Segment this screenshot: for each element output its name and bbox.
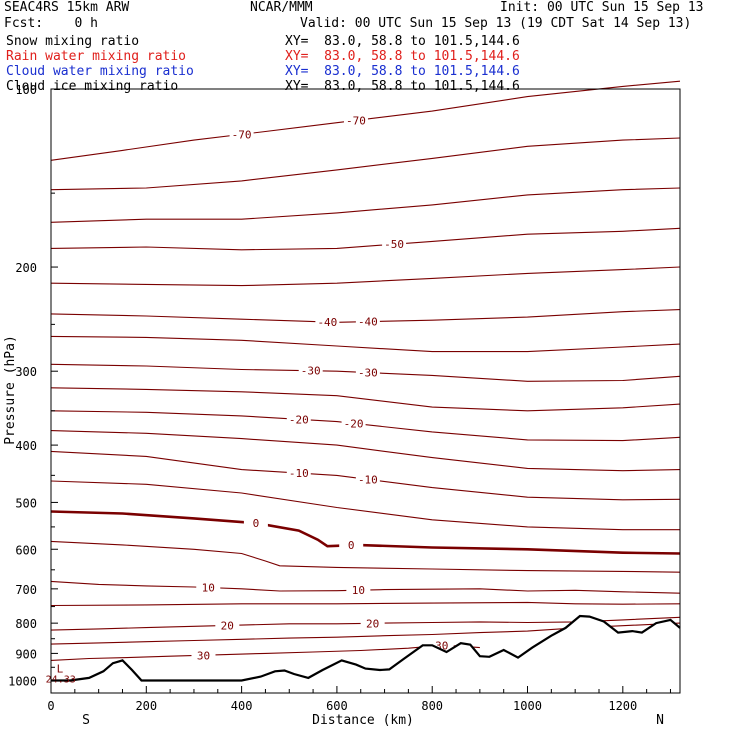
isotherm-minus-55	[50, 187, 681, 223]
contour-label-bg	[355, 473, 380, 486]
isotherm-minus-5	[50, 480, 680, 531]
contour-label: 10	[202, 582, 215, 595]
init-label: Init: 00 UTC Sun 15 Sep 13	[500, 0, 704, 15]
contour-label: 20	[221, 619, 234, 632]
y-tick-label: 200	[15, 261, 37, 275]
isotherm-minus-35	[50, 335, 681, 353]
terrain-line	[51, 614, 681, 682]
contour-label: -30	[301, 365, 321, 378]
isotherm-minus-40	[50, 309, 681, 323]
x-tick-label: 600	[326, 699, 348, 713]
y-tick-label: 600	[15, 543, 37, 557]
valid-time-label: Valid: 00 UTC Sun 15 Sep 13 (19 CDT Sat …	[300, 16, 692, 31]
contour-label: -10	[358, 473, 378, 486]
field-xy-snow: XY= 83.0, 58.8 to 101.5,144.6	[285, 34, 520, 49]
x-tick-label: 1000	[513, 699, 542, 713]
x-axis-title: Distance (km)	[312, 713, 414, 728]
contour-label: 0	[348, 539, 355, 552]
contour-label-bg	[341, 417, 366, 430]
contour-label-bg	[346, 584, 371, 597]
contour-label-bg	[343, 114, 368, 127]
contour-label: 0	[253, 517, 260, 530]
end-label-left: S	[82, 713, 90, 728]
y-tick-label: 400	[15, 439, 37, 453]
isotherm-minus-30	[50, 363, 681, 382]
isotherm-0	[50, 510, 681, 555]
y-tick-label: 800	[15, 617, 37, 631]
y-tick-label: 300	[15, 365, 37, 379]
end-label-right: N	[656, 713, 664, 728]
contour-label-bg	[286, 467, 311, 480]
contour-label-bg	[215, 619, 240, 632]
contour-label: 10	[352, 584, 365, 597]
field-name-snow: Snow mixing ratio	[6, 34, 140, 49]
field-xy-cloud-water: XY= 83.0, 58.8 to 101.5,144.6	[285, 64, 520, 79]
y-axis-title: Pressure (hPa)	[3, 335, 18, 445]
contour-label: -70	[346, 114, 366, 127]
field-name-cloud-water: Cloud water mixing ratio	[6, 64, 194, 79]
terrain-layer: L24.33	[46, 614, 681, 693]
contour-label: -70	[232, 128, 252, 141]
plot-frame	[50, 88, 681, 694]
field-xy-cloud-ice: XY= 83.0, 58.8 to 101.5,144.6	[285, 79, 520, 94]
isotherm-minus-10	[50, 450, 681, 501]
x-tick-label: 400	[231, 699, 253, 713]
field-name-cloud-ice: Cloud ice mixing ratio	[6, 79, 179, 94]
x-tick-label: 800	[421, 699, 443, 713]
contour-label-bg	[191, 649, 216, 662]
contour-label: 20	[366, 617, 379, 630]
isotherm-15	[50, 601, 681, 607]
contour-label: -30	[358, 367, 378, 380]
contour-label-bg	[360, 617, 385, 630]
contour-label: -20	[289, 413, 309, 426]
contour-label-bg	[196, 581, 221, 594]
x-tick-label: 0	[47, 699, 54, 713]
y-tick-label: 500	[15, 496, 37, 510]
contour-label-bg	[382, 238, 407, 251]
isotherm-minus-20	[50, 410, 681, 442]
contour-label: -10	[289, 467, 309, 480]
contour-label-bg	[339, 539, 364, 552]
isotherm-minus-70	[50, 80, 681, 161]
contour-label: -40	[317, 316, 337, 329]
isotherm-minus-50	[50, 227, 681, 251]
contour-label-bg	[286, 413, 311, 426]
contour-label-bg	[355, 366, 380, 379]
y-tick-label: 900	[15, 647, 37, 661]
contour-label-bg	[229, 128, 254, 141]
isotherm-minus-45	[50, 266, 681, 287]
low-marker-value: 24.33	[46, 674, 76, 685]
x-tick-label: 1200	[608, 699, 637, 713]
y-tick-label: 1000	[8, 674, 37, 688]
contour-label-bg	[298, 364, 323, 377]
isotherm-minus-25	[50, 387, 681, 412]
contour-label: -50	[384, 238, 404, 251]
contour-label: -40	[358, 316, 378, 329]
contour-label: -20	[344, 417, 364, 430]
terrain-fill	[51, 616, 680, 693]
isotherm-5	[50, 540, 681, 573]
isotherm-minus-15	[50, 430, 681, 472]
isotherm-minus-60	[50, 137, 681, 191]
contour-label-bg	[315, 315, 340, 328]
contour-label-bg	[243, 517, 268, 530]
x-tick-label: 200	[135, 699, 157, 713]
field-name-rain: Rain water mixing ratio	[6, 49, 187, 64]
contour-label: 30	[197, 649, 210, 662]
forecast-hour-label: Fcst: 0 h	[4, 16, 98, 31]
low-marker-letter: L	[57, 662, 64, 675]
org-label: NCAR/MMM	[250, 0, 313, 15]
isotherm-layer: -70 -70 -50 -40 -40 -30 -30 -20 -20 -10 -10 0 0 10 10 2…	[50, 80, 681, 662]
y-tick-label: 100	[15, 83, 37, 97]
y-tick-label: 700	[15, 583, 37, 597]
field-xy-rain: XY= 83.0, 58.8 to 101.5,144.6	[285, 49, 520, 64]
model-label: SEAC4RS 15km ARW	[4, 0, 130, 15]
contour-label-bg	[355, 315, 380, 328]
isotherm-10	[50, 580, 681, 594]
